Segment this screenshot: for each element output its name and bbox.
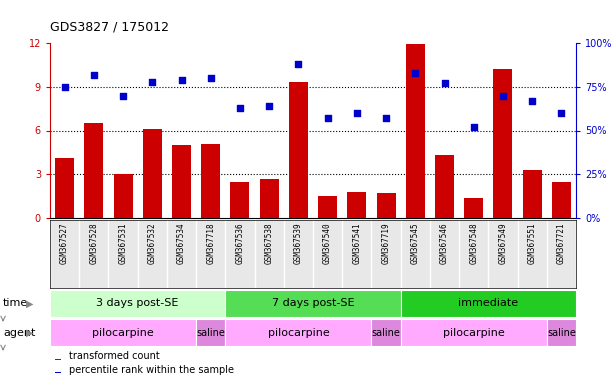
Text: immediate: immediate <box>458 298 518 308</box>
Point <box>381 115 391 121</box>
Bar <box>401 319 547 346</box>
Bar <box>84 123 103 218</box>
Bar <box>50 319 196 346</box>
Point <box>557 110 566 116</box>
Text: GSM367539: GSM367539 <box>294 222 303 264</box>
Bar <box>172 145 191 218</box>
Text: GSM367721: GSM367721 <box>557 222 566 264</box>
Bar <box>225 290 401 317</box>
Point <box>323 115 332 121</box>
Text: GSM367719: GSM367719 <box>381 222 390 264</box>
Point <box>206 75 216 81</box>
Text: agent: agent <box>3 328 35 338</box>
Text: saline: saline <box>547 328 576 338</box>
Bar <box>201 144 220 218</box>
Text: ▶: ▶ <box>26 298 33 308</box>
Text: GSM367551: GSM367551 <box>528 222 536 264</box>
Bar <box>522 170 542 218</box>
Point <box>527 98 537 104</box>
Text: transformed count: transformed count <box>69 351 160 361</box>
Text: GSM367538: GSM367538 <box>265 222 274 264</box>
Text: GSM367528: GSM367528 <box>89 222 98 264</box>
Text: 3 days post-SE: 3 days post-SE <box>97 298 179 308</box>
Point <box>352 110 362 116</box>
Text: time: time <box>3 298 28 308</box>
Point <box>60 84 70 90</box>
Text: GSM367718: GSM367718 <box>207 222 215 264</box>
Text: GSM367527: GSM367527 <box>60 222 69 264</box>
Bar <box>55 372 61 373</box>
Text: percentile rank within the sample: percentile rank within the sample <box>69 365 234 375</box>
Bar <box>55 158 74 218</box>
Bar <box>55 359 61 360</box>
Bar <box>552 182 571 218</box>
Text: 7 days post-SE: 7 days post-SE <box>272 298 354 308</box>
Bar <box>464 198 483 218</box>
Point <box>439 80 449 86</box>
Text: GSM367534: GSM367534 <box>177 222 186 264</box>
Bar <box>318 196 337 218</box>
Text: ▶: ▶ <box>26 328 33 338</box>
Point <box>89 71 99 78</box>
Bar <box>406 45 425 218</box>
Bar <box>401 290 576 317</box>
Text: pilocarpine: pilocarpine <box>443 328 505 338</box>
Point <box>293 61 303 67</box>
Text: GSM367536: GSM367536 <box>235 222 244 264</box>
Text: saline: saline <box>371 328 400 338</box>
Point <box>469 124 478 130</box>
Text: saline: saline <box>196 328 225 338</box>
Text: GSM367531: GSM367531 <box>119 222 128 264</box>
Text: GSM367532: GSM367532 <box>148 222 157 264</box>
Text: GSM367540: GSM367540 <box>323 222 332 264</box>
Point <box>118 93 128 99</box>
Bar <box>547 319 576 346</box>
Point <box>147 78 157 84</box>
Point <box>235 105 245 111</box>
Bar <box>289 83 308 218</box>
Point <box>177 77 186 83</box>
Bar <box>50 290 225 317</box>
Bar <box>371 319 401 346</box>
Bar <box>114 174 133 218</box>
Bar <box>196 319 225 346</box>
Bar <box>376 193 395 218</box>
Point <box>411 70 420 76</box>
Point <box>498 93 508 99</box>
Text: GDS3827 / 175012: GDS3827 / 175012 <box>50 20 169 33</box>
Bar <box>347 192 367 218</box>
Text: pilocarpine: pilocarpine <box>92 328 154 338</box>
Bar <box>494 69 513 218</box>
Text: GSM367546: GSM367546 <box>440 222 449 264</box>
Bar <box>143 129 162 218</box>
Text: GSM367549: GSM367549 <box>499 222 508 264</box>
Text: GSM367545: GSM367545 <box>411 222 420 264</box>
Point <box>265 103 274 109</box>
Bar <box>435 155 454 218</box>
Bar <box>260 179 279 218</box>
Bar <box>230 182 249 218</box>
Text: GSM367548: GSM367548 <box>469 222 478 264</box>
Bar <box>225 319 371 346</box>
Text: GSM367541: GSM367541 <box>353 222 361 264</box>
Text: pilocarpine: pilocarpine <box>268 328 329 338</box>
